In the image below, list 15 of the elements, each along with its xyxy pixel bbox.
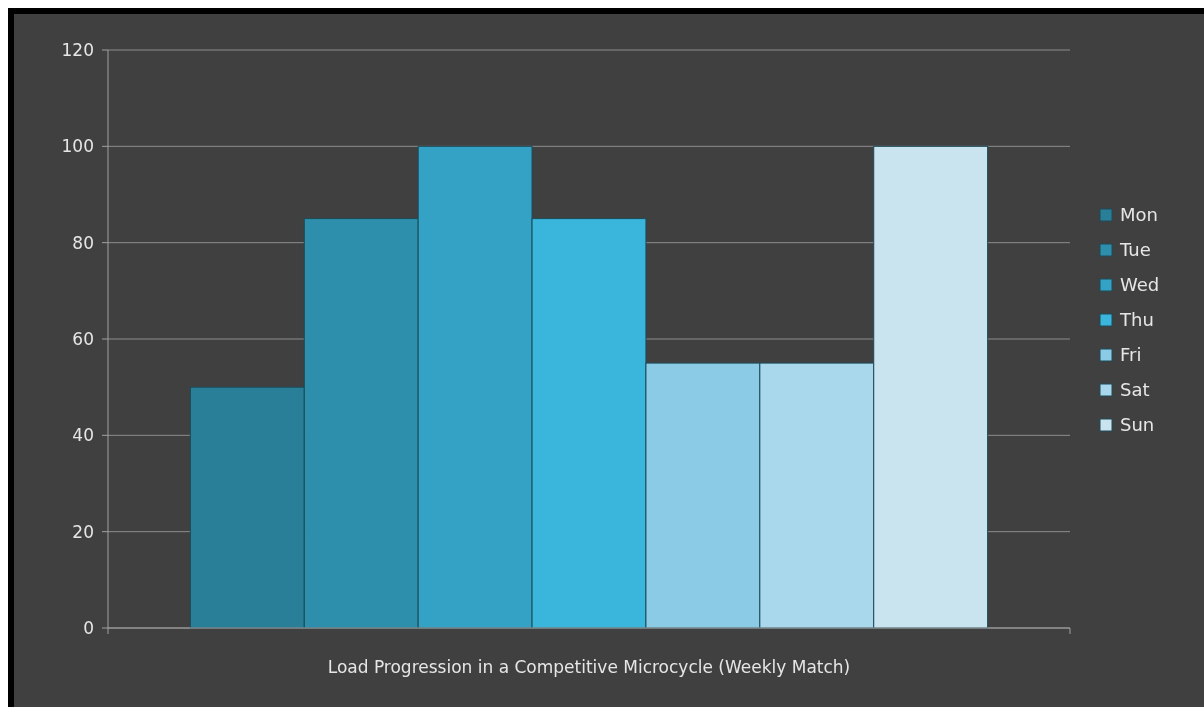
y-tick-label: 120 <box>61 39 94 60</box>
legend-label: Tue <box>1119 239 1151 261</box>
y-tick-label: 20 <box>72 521 94 542</box>
legend-label: Sat <box>1120 379 1150 401</box>
y-tick-label: 60 <box>72 328 94 349</box>
y-tick-label: 40 <box>72 425 94 446</box>
legend-label: Mon <box>1120 204 1158 226</box>
x-tick-label: Load Progression in a Competitive Microcycle (Weekly Match) <box>327 657 851 677</box>
y-tick-label: 100 <box>61 136 94 157</box>
legend-label: Fri <box>1120 344 1142 366</box>
y-tick-label: 80 <box>72 232 94 253</box>
y-tick-label: 0 <box>83 617 94 638</box>
legend-label: Sun <box>1120 414 1155 436</box>
legend-label: Wed <box>1120 274 1160 296</box>
legend-label: Thu <box>1119 309 1154 331</box>
